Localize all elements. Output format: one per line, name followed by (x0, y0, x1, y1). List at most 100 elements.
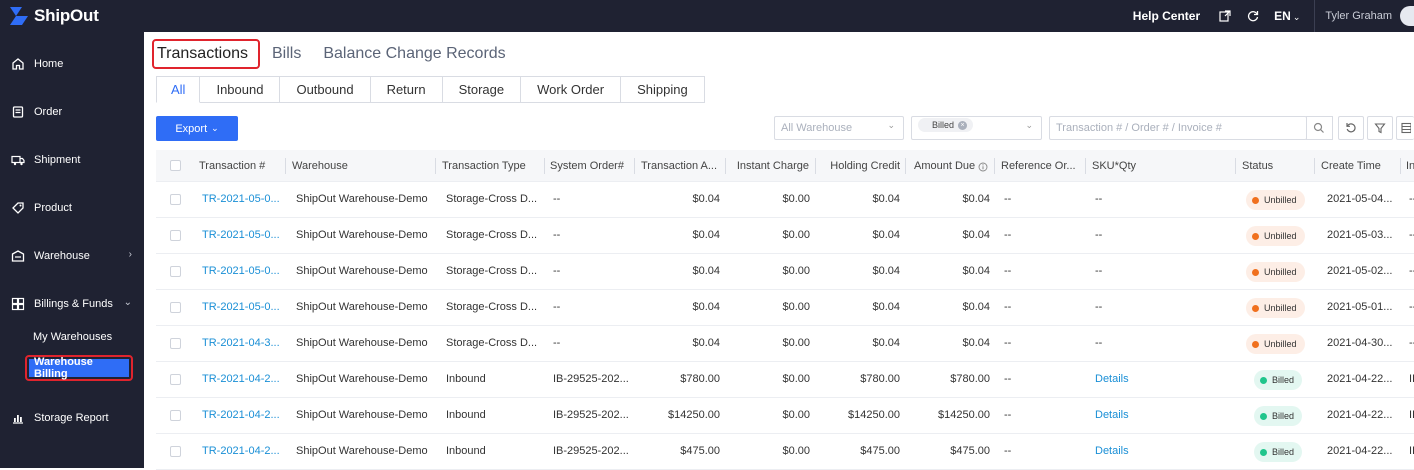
cell-transaction[interactable]: TR-2021-04-2... (202, 409, 280, 421)
cell-transaction[interactable]: TR-2021-05-0... (202, 301, 280, 313)
tab-balance-change-records[interactable]: Balance Change Records (323, 45, 506, 62)
warehouse-icon (10, 248, 26, 264)
sidebar-subitem-my-warehouses[interactable]: My Warehouses (33, 331, 113, 343)
cell-transaction[interactable]: TR-2021-04-2... (202, 445, 280, 457)
sidebar-item-billings[interactable]: Billings & Funds ⌄ (0, 292, 144, 316)
row-checkbox[interactable] (170, 230, 181, 241)
col-instant-charge[interactable]: Instant Charge (736, 159, 809, 172)
cell-holding-credit: $0.04 (872, 265, 900, 277)
tab-transactions[interactable]: Transactions (152, 39, 260, 69)
cell-create-time: 2021-05-04... (1327, 193, 1393, 205)
subtab-storage[interactable]: Storage (442, 76, 522, 103)
col-amount-due[interactable]: Amount Due (914, 159, 976, 172)
search-input-placeholder: Transaction # / Order # / Invoice # (1056, 122, 1222, 134)
subtab-work-order[interactable]: Work Order (521, 76, 622, 103)
col-transaction-amount[interactable]: Transaction A... (641, 159, 718, 172)
col-status[interactable]: Status (1242, 159, 1274, 172)
cell-system-order: IB-29525-202... (553, 409, 629, 421)
cell-amount-due: $0.04 (962, 265, 990, 277)
avatar[interactable] (1400, 6, 1414, 26)
row-checkbox[interactable] (170, 194, 181, 205)
warehouse-select[interactable]: All Warehouse ⌄ (774, 116, 904, 140)
row-checkbox[interactable] (170, 410, 181, 421)
app-logo[interactable]: ShipOut (8, 5, 99, 27)
cell-system-order: -- (553, 229, 561, 241)
col-sku-qty[interactable]: SKU*Qty (1092, 159, 1137, 172)
col-truncated[interactable]: In (1406, 159, 1414, 172)
col-holding-credit[interactable]: Holding Credit (830, 159, 900, 172)
cell-sku-qty[interactable]: Details (1095, 445, 1129, 457)
subtab-shipping[interactable]: Shipping (621, 76, 705, 103)
export-button[interactable]: Export ⌄ (156, 116, 238, 141)
sidebar-item-product[interactable]: Product (0, 196, 144, 220)
subtab-return[interactable]: Return (370, 76, 443, 103)
table-row[interactable]: TR-2021-04-2... ShipOut Warehouse-Demo Inb… (156, 434, 1414, 470)
search-button[interactable] (1306, 116, 1333, 140)
status-select[interactable]: Billed × ⌄ (911, 116, 1042, 140)
subtab-outbound[interactable]: Outbound (280, 76, 371, 103)
select-all-checkbox[interactable] (170, 160, 181, 171)
cell-warehouse: ShipOut Warehouse-Demo (296, 445, 428, 457)
cell-sku-qty[interactable]: Details (1095, 373, 1129, 385)
cell-instant-charge: $0.00 (782, 265, 810, 277)
help-center-link[interactable]: Help Center (1132, 9, 1201, 23)
cell-truncated: -- (1409, 301, 1414, 313)
table-row[interactable]: TR-2021-04-3... ShipOut Warehouse-Demo Sto… (156, 326, 1414, 362)
columns-button[interactable] (1396, 116, 1414, 140)
chevron-down-icon: ⌄ (1025, 120, 1033, 130)
close-icon[interactable]: × (958, 120, 968, 130)
sidebar-subitem-warehouse-billing[interactable]: Warehouse Billing (25, 355, 133, 381)
tab-bills[interactable]: Bills (272, 45, 302, 62)
sidebar-item-order[interactable]: Order (0, 100, 144, 124)
col-type[interactable]: Transaction Type (442, 159, 526, 172)
status-badge: Billed (1254, 370, 1303, 390)
table-row[interactable]: TR-2021-05-0... ShipOut Warehouse-Demo Sto… (156, 290, 1414, 326)
refresh-icon[interactable] (1246, 9, 1260, 23)
status-chip[interactable]: Billed × (918, 118, 974, 132)
table-row[interactable]: TR-2021-05-0... ShipOut Warehouse-Demo Sto… (156, 218, 1414, 254)
col-warehouse[interactable]: Warehouse (292, 159, 348, 172)
cell-warehouse: ShipOut Warehouse-Demo (296, 265, 428, 277)
table-row[interactable]: TR-2021-04-2... ShipOut Warehouse-Demo Inb… (156, 362, 1414, 398)
row-checkbox[interactable] (170, 266, 181, 277)
reset-button[interactable] (1338, 116, 1364, 140)
cell-amount-due: $0.04 (962, 301, 990, 313)
search-input[interactable]: Transaction # / Order # / Invoice # (1049, 116, 1307, 140)
cell-create-time: 2021-04-22... (1327, 409, 1393, 421)
subtab-inbound[interactable]: Inbound (200, 76, 281, 103)
col-separator (1314, 158, 1315, 174)
cell-sku-qty: -- (1095, 301, 1103, 313)
cell-truncated: -- (1409, 337, 1414, 349)
cell-transaction[interactable]: TR-2021-05-0... (202, 229, 280, 241)
row-checkbox[interactable] (170, 302, 181, 313)
language-select[interactable]: EN ⌄ (1274, 9, 1300, 23)
row-checkbox[interactable] (170, 374, 181, 385)
cell-transaction-amount: $0.04 (692, 229, 720, 241)
cell-transaction[interactable]: TR-2021-05-0... (202, 193, 280, 205)
order-icon (10, 104, 26, 120)
table-row[interactable]: TR-2021-05-0... ShipOut Warehouse-Demo Sto… (156, 254, 1414, 290)
shipout-logo-icon (10, 7, 28, 25)
col-transaction[interactable]: Transaction # (199, 159, 266, 172)
cell-transaction[interactable]: TR-2021-04-3... (202, 337, 280, 349)
sidebar-item-shipment[interactable]: Shipment (0, 148, 144, 172)
user-name[interactable]: Tyler Graham (1325, 10, 1392, 22)
sidebar-item-home[interactable]: Home (0, 52, 144, 76)
col-system-order[interactable]: System Order# (550, 159, 624, 172)
sidebar-item-storage-report[interactable]: Storage Report (0, 406, 144, 430)
subtab-all[interactable]: All (156, 76, 201, 103)
sidebar-item-warehouse[interactable]: Warehouse › (0, 244, 144, 268)
table-row[interactable]: TR-2021-04-2... ShipOut Warehouse-Demo Inb… (156, 398, 1414, 434)
cell-sku-qty[interactable]: Details (1095, 409, 1129, 421)
cell-create-time: 2021-05-02... (1327, 265, 1393, 277)
col-create-time[interactable]: Create Time (1321, 159, 1381, 172)
col-reference-order[interactable]: Reference Or... (1001, 159, 1076, 172)
cell-transaction[interactable]: TR-2021-05-0... (202, 265, 280, 277)
row-checkbox[interactable] (170, 338, 181, 349)
cell-transaction[interactable]: TR-2021-04-2... (202, 373, 280, 385)
external-link-icon[interactable] (1218, 9, 1232, 23)
row-checkbox[interactable] (170, 446, 181, 457)
cell-sku-qty: -- (1095, 193, 1103, 205)
filter-button[interactable] (1367, 116, 1393, 140)
table-row[interactable]: TR-2021-05-0... ShipOut Warehouse-Demo Sto… (156, 182, 1414, 218)
